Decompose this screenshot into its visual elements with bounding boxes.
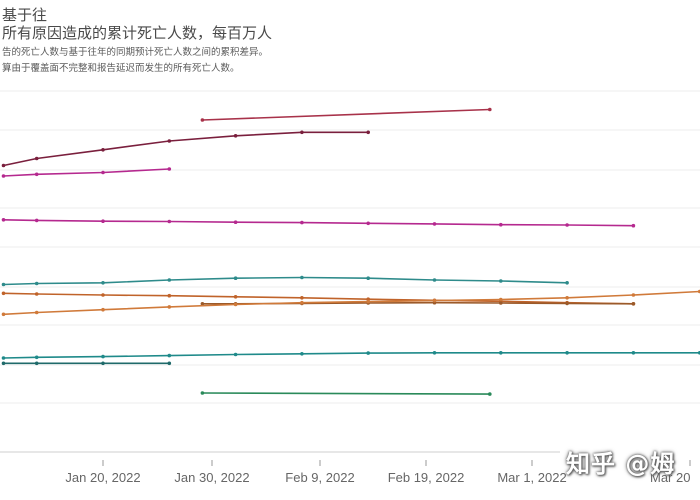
data-point[interactable] [200,302,205,306]
data-point[interactable] [300,296,304,300]
data-point[interactable] [200,118,205,122]
data-point[interactable] [233,134,238,138]
data-point[interactable] [1,361,6,366]
data-point[interactable] [366,276,371,281]
data-point[interactable] [1,291,6,296]
x-tick-label: Mar 1, 2022 [497,470,566,485]
data-point[interactable] [167,139,172,143]
watermark: 知乎 @姆 [566,450,676,478]
x-tick-label: Feb 19, 2022 [388,470,465,485]
data-point[interactable] [101,293,105,297]
data-point[interactable] [631,293,636,297]
data-point[interactable] [200,391,205,395]
data-point[interactable] [300,300,304,305]
data-point[interactable] [34,361,39,366]
data-point[interactable] [565,301,569,306]
series-line [3,168,170,177]
data-point[interactable] [565,296,569,300]
data-point[interactable] [101,170,105,175]
data-point[interactable] [1,312,6,317]
data-point[interactable] [34,281,39,286]
data-point[interactable] [366,130,371,135]
data-point[interactable] [167,353,172,358]
data-point[interactable] [233,276,238,281]
data-point[interactable] [167,167,172,171]
data-point[interactable] [233,352,238,357]
data-point[interactable] [233,295,238,299]
chart-subtitle-line-1: 告的死亡人数与基于往年的同期预计死亡人数之间的累积差异。 [2,47,269,58]
data-point[interactable] [631,351,636,355]
chart-title-line-1: 基于往 [2,6,48,24]
data-point[interactable] [1,282,6,287]
series-line [3,219,634,227]
series-layer [1,107,700,396]
data-point[interactable] [631,302,636,306]
data-point[interactable] [300,130,304,135]
x-tick-label: Feb 9, 2022 [285,470,354,485]
data-point[interactable] [300,275,304,280]
series-line [3,131,369,167]
data-point[interactable] [34,292,39,296]
data-point[interactable] [631,223,636,228]
data-point[interactable] [1,163,6,168]
data-point[interactable] [233,302,238,307]
series-line [202,108,490,121]
data-point[interactable] [34,355,39,360]
data-point[interactable] [167,278,172,282]
series-line [3,276,568,286]
data-point[interactable] [34,172,39,177]
data-point[interactable] [34,218,39,223]
data-point[interactable] [300,220,304,225]
data-point[interactable] [499,301,503,305]
data-point[interactable] [432,222,437,226]
x-tick-label: Jan 30, 2022 [174,470,249,485]
data-point[interactable] [565,223,569,227]
data-point[interactable] [167,293,172,298]
x-axis-ticks: Jan 20, 2022 Jan 30, 2022 Feb 9, 2022 Feb 1… [65,460,691,485]
series-line [202,392,490,395]
data-point[interactable] [697,351,700,355]
data-point[interactable] [366,299,371,304]
data-point[interactable] [34,156,39,161]
data-point[interactable] [1,174,6,178]
data-point[interactable] [432,351,437,355]
data-point[interactable] [499,351,503,355]
data-point[interactable] [167,219,172,224]
data-point[interactable] [432,278,437,282]
x-tick-label: Mar 20 [650,470,690,485]
chart-subtitle-line-2: 算由于覆盖面不完整和报告延迟而发生的所有死亡人数。 [2,63,240,74]
data-point[interactable] [1,356,6,360]
data-point[interactable] [488,107,492,112]
data-point[interactable] [565,281,569,285]
gridlines [0,90,700,404]
data-point[interactable] [101,307,105,312]
chart-title-line-2: 所有原因造成的累计死亡人数，每百万人 [2,24,273,42]
data-point[interactable] [233,220,238,224]
data-point[interactable] [499,297,503,302]
data-point[interactable] [167,305,172,309]
series-line [3,290,700,316]
data-point[interactable] [101,148,105,152]
series-line [3,351,700,359]
data-point[interactable] [432,298,437,303]
data-point[interactable] [34,310,39,315]
data-point[interactable] [499,279,503,283]
data-point[interactable] [366,221,371,226]
data-point[interactable] [366,351,371,355]
data-point[interactable] [565,351,569,355]
data-point[interactable] [697,289,700,294]
data-point[interactable] [499,222,503,227]
data-point[interactable] [300,352,304,356]
x-tick-label: Jan 20, 2022 [65,470,140,485]
data-point[interactable] [101,281,105,285]
data-point[interactable] [101,219,105,223]
data-point[interactable] [101,361,105,366]
data-point[interactable] [101,354,105,359]
data-point[interactable] [167,361,172,366]
data-point[interactable] [488,392,492,396]
data-point[interactable] [1,218,6,222]
